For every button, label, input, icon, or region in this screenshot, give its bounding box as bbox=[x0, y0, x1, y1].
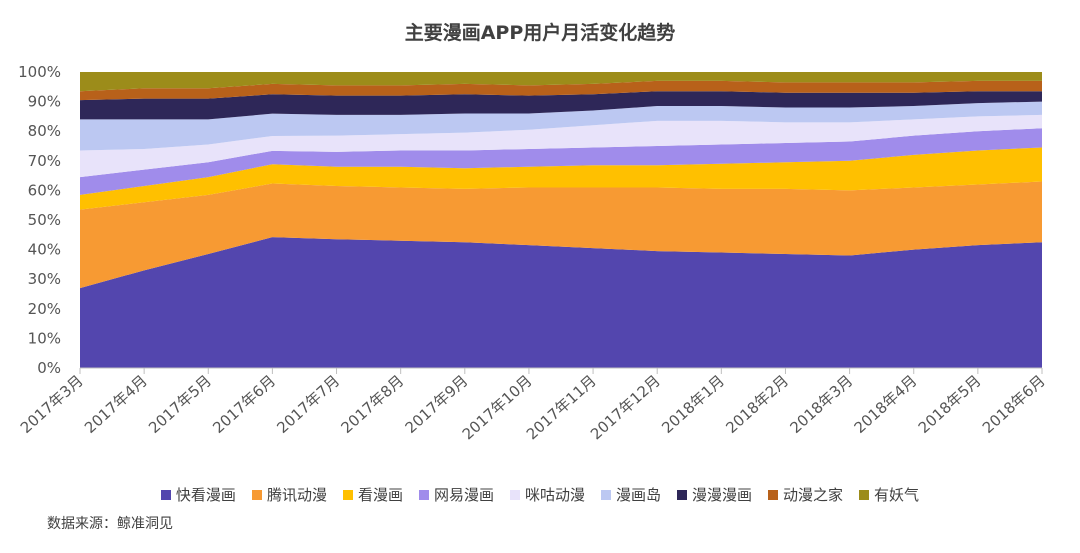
x-tick-label: 2017年6月 bbox=[209, 372, 279, 437]
y-tick-label: 20% bbox=[28, 300, 61, 318]
legend-label: 漫漫漫画 bbox=[692, 486, 753, 504]
legend-item: 咪咕动漫 bbox=[509, 484, 585, 505]
x-tick-label: 2017年8月 bbox=[338, 372, 408, 437]
x-tick-label: 2018年5月 bbox=[915, 372, 985, 437]
y-tick-label: 80% bbox=[28, 122, 61, 140]
legend: 快看漫画 腾讯动漫 看漫画 网易漫画 咪咕动漫 漫画岛 漫漫漫画 动漫之家 有妖气 bbox=[0, 484, 1080, 505]
y-tick-label: 40% bbox=[28, 241, 61, 259]
legend-label: 动漫之家 bbox=[783, 486, 844, 504]
y-tick-label: 10% bbox=[28, 329, 61, 347]
legend-swatch bbox=[509, 489, 520, 500]
area-series-3 bbox=[80, 128, 1042, 195]
legend-item: 动漫之家 bbox=[768, 484, 843, 505]
area-series-0 bbox=[80, 237, 1042, 368]
y-tick-label: 70% bbox=[28, 152, 61, 170]
legend-item: 有妖气 bbox=[859, 484, 919, 505]
axes-layer bbox=[79, 367, 1043, 374]
legend-label: 看漫画 bbox=[357, 486, 403, 504]
x-tick-label: 2017年12月 bbox=[587, 372, 664, 444]
area-series-4 bbox=[80, 114, 1042, 178]
legend-label: 漫画岛 bbox=[616, 486, 662, 504]
x-tick-label: 2018年4月 bbox=[851, 372, 921, 437]
legend-label: 有妖气 bbox=[874, 486, 920, 504]
legend-swatch bbox=[677, 489, 688, 500]
legend-item: 漫画岛 bbox=[601, 484, 661, 505]
y-tick-label: 100% bbox=[18, 63, 61, 81]
x-tick-label: 2018年3月 bbox=[786, 372, 856, 437]
legend-swatch bbox=[251, 489, 262, 500]
y-tick-labels: 0% 10% 20% 30% 40% 50% 60% 70% 80% 90% 100% bbox=[18, 63, 61, 377]
y-tick-label: 90% bbox=[28, 93, 61, 111]
area-series-8 bbox=[80, 72, 1042, 92]
source-note: 数据来源：鲸准洞见 bbox=[47, 516, 173, 532]
y-tick-label: 60% bbox=[28, 181, 61, 199]
legend-item: 漫漫漫画 bbox=[677, 484, 752, 505]
legend-item: 腾讯动漫 bbox=[251, 484, 327, 505]
legend-item: 快看漫画 bbox=[160, 484, 236, 505]
x-tick-label: 2017年3月 bbox=[17, 372, 87, 437]
x-tick-labels: 2017年3月2017年4月2017年5月2017年6月2017年7月2017年… bbox=[17, 372, 1049, 444]
x-tick-label: 2017年7月 bbox=[273, 372, 343, 437]
legend-label: 腾讯动漫 bbox=[266, 486, 327, 504]
area-series-1 bbox=[80, 181, 1042, 289]
legend-swatch bbox=[768, 489, 779, 500]
x-tick-label: 2018年1月 bbox=[658, 372, 728, 437]
x-tick-label: 2018年2月 bbox=[722, 372, 792, 437]
legend-swatch bbox=[601, 489, 611, 500]
area-series-7 bbox=[80, 80, 1042, 101]
legend-label: 快看漫画 bbox=[175, 486, 236, 504]
area-series-6 bbox=[80, 91, 1042, 120]
area-series-2 bbox=[80, 147, 1042, 210]
y-tick-label: 30% bbox=[28, 270, 61, 288]
y-tick-label: 0% bbox=[37, 359, 61, 377]
x-tick-label: 2017年5月 bbox=[145, 372, 215, 437]
area-series-5 bbox=[80, 101, 1042, 151]
legend-swatch bbox=[859, 489, 870, 500]
x-tick-label: 2017年4月 bbox=[81, 372, 151, 437]
y-tick-label: 50% bbox=[28, 211, 61, 229]
legend-item: 看漫画 bbox=[342, 484, 403, 505]
legend-swatch bbox=[342, 489, 353, 500]
legend-item: 网易漫画 bbox=[418, 484, 494, 505]
legend-swatch bbox=[160, 489, 171, 500]
legend-label: 咪咕动漫 bbox=[524, 486, 585, 504]
legend-swatch bbox=[418, 489, 429, 500]
legend-label: 网易漫画 bbox=[433, 486, 494, 504]
x-tick-label: 2018年6月 bbox=[979, 372, 1049, 437]
chart-title: 主要漫画APP用户月活变化趋势 bbox=[404, 22, 676, 44]
areas-layer bbox=[80, 72, 1042, 368]
